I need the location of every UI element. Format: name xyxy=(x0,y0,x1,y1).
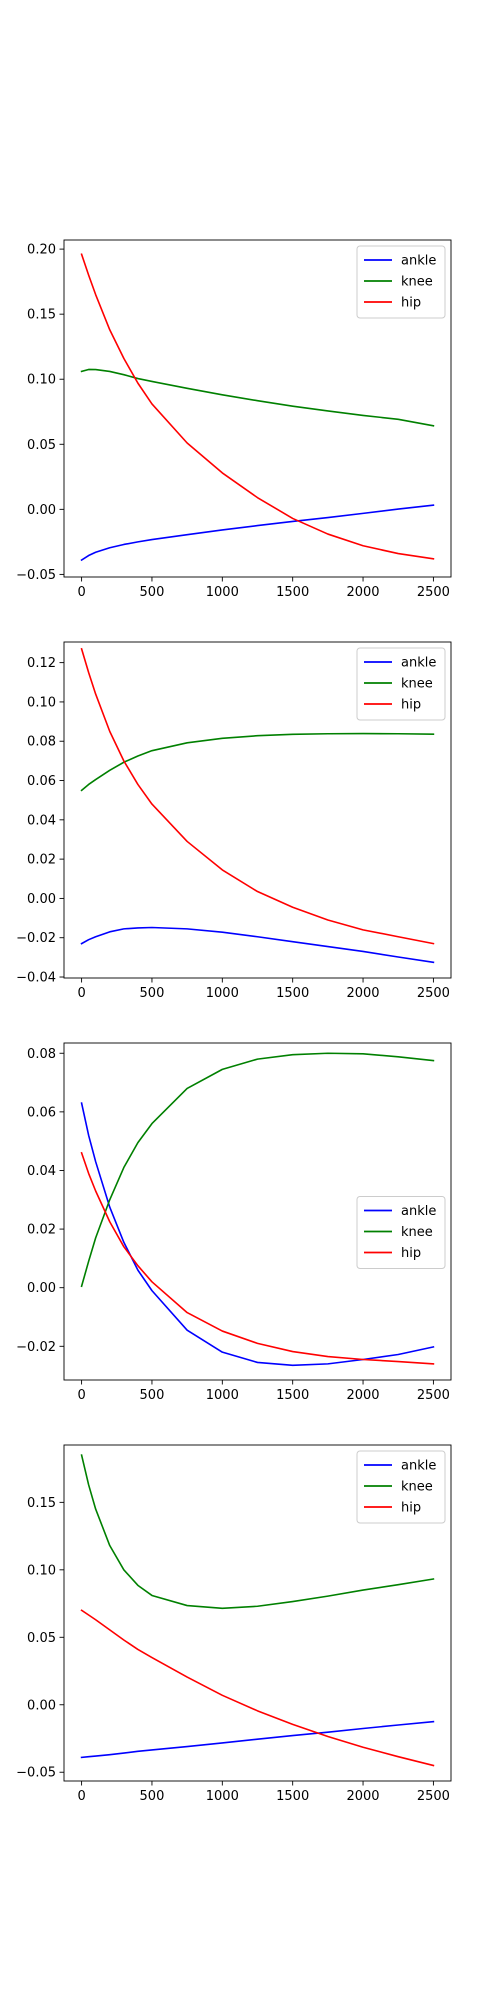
y-tick-label: 0.10 xyxy=(27,695,56,710)
legend-label-hip: hip xyxy=(401,1501,421,1516)
y-tick-label: 0.04 xyxy=(27,813,56,828)
axes-frame xyxy=(63,1042,452,1381)
legend-label-hip: hip xyxy=(401,698,421,713)
y-tick-label: 0.15 xyxy=(27,308,56,323)
y-tick-label: 0.00 xyxy=(27,892,56,907)
legend-box xyxy=(356,1196,446,1269)
chart-panel-1: 0 500 1000 1500 2000 2500 −0.05 0.00 0.05 0.10 0.1… xyxy=(16,239,452,600)
x-tick-label: 1000 xyxy=(206,986,239,1001)
legend-label-knee: knee xyxy=(401,677,433,692)
series-line-hip xyxy=(80,647,435,945)
series-line-hip xyxy=(80,253,435,560)
x-tick-label: 1000 xyxy=(206,1388,239,1403)
y-tick-label: 0.15 xyxy=(27,1496,56,1511)
y-tick-label: 0.12 xyxy=(27,656,56,671)
y-tick-label: 0.02 xyxy=(27,1223,56,1238)
y-tick-label: 0.08 xyxy=(27,1047,56,1062)
x-tick-label: 2500 xyxy=(417,1789,450,1804)
series-line-ankle xyxy=(80,926,435,964)
x-tick-label: 500 xyxy=(140,585,165,600)
legend-label-ankle: ankle xyxy=(401,656,436,671)
y-tick-label: 0.02 xyxy=(27,853,56,868)
legend-label-knee: knee xyxy=(401,1480,433,1495)
series-line-knee xyxy=(80,1052,435,1288)
y-tick-label: 0.10 xyxy=(27,1563,56,1578)
x-tick-label: 0 xyxy=(77,986,85,1001)
y-tick-label: 0.10 xyxy=(27,373,56,388)
legend-label-ankle: ankle xyxy=(401,1459,436,1474)
axes-frame xyxy=(63,1444,452,1782)
x-tick-label: 1000 xyxy=(206,585,239,600)
axes-frame xyxy=(63,641,452,979)
series-line-hip xyxy=(80,1609,435,1767)
x-tick-label: 1500 xyxy=(276,585,309,600)
y-tick-label: −0.05 xyxy=(16,568,56,583)
legend-label-hip: hip xyxy=(401,296,421,311)
x-tick-label: 1500 xyxy=(276,1388,309,1403)
legend-box xyxy=(356,1450,446,1524)
x-tick-label: 500 xyxy=(140,1388,165,1403)
axes-frame xyxy=(63,239,452,578)
y-tick-label: 0.20 xyxy=(27,243,56,258)
x-tick-label: 1000 xyxy=(206,1789,239,1804)
y-tick-label: −0.04 xyxy=(16,971,56,986)
legend: ankle knee hip xyxy=(356,245,446,319)
x-tick-label: 2500 xyxy=(417,1388,450,1403)
x-tick-label: 2000 xyxy=(346,1789,379,1804)
chart-panel-3: 0 500 1000 1500 2000 2500 −0.02 0.00 0.02 0.04 0.0… xyxy=(16,1042,452,1403)
chart-panel-2: 0 500 1000 1500 2000 2500 −0.04 −0.02 0.00 0.02 0.… xyxy=(16,641,452,1001)
legend-label-ankle: ankle xyxy=(401,1204,436,1219)
series-line-hip xyxy=(80,1151,435,1365)
x-tick-label: 2500 xyxy=(417,585,450,600)
x-tick-label: 0 xyxy=(77,1789,85,1804)
legend-label-knee: knee xyxy=(401,1225,433,1240)
x-tick-label: 0 xyxy=(77,585,85,600)
y-tick-label: −0.05 xyxy=(16,1766,56,1781)
y-tick-label: 0.00 xyxy=(27,1698,56,1713)
y-tick-label: 0.00 xyxy=(27,1281,56,1296)
x-tick-label: 2000 xyxy=(346,1388,379,1403)
series-line-knee xyxy=(80,368,435,427)
legend-label-knee: knee xyxy=(401,275,433,290)
series-line-knee xyxy=(80,732,435,792)
x-tick-label: 1500 xyxy=(276,1789,309,1804)
legend: ankle knee hip xyxy=(356,1196,446,1269)
x-tick-label: 2000 xyxy=(346,585,379,600)
series-line-knee xyxy=(80,1454,435,1610)
y-tick-label: −0.02 xyxy=(16,1340,56,1355)
y-tick-label: 0.06 xyxy=(27,1105,56,1120)
legend-box xyxy=(356,245,446,319)
legend: ankle knee hip xyxy=(356,1450,446,1524)
y-tick-label: 0.05 xyxy=(27,438,56,453)
y-tick-label: 0.00 xyxy=(27,503,56,518)
x-tick-label: 0 xyxy=(77,1388,85,1403)
series-line-ankle xyxy=(80,1720,435,1759)
chart-panel-4: 0 500 1000 1500 2000 2500 −0.05 0.00 0.05 0.10 0.1… xyxy=(16,1444,452,1804)
x-tick-label: 500 xyxy=(140,1789,165,1804)
y-tick-label: −0.02 xyxy=(16,931,56,946)
x-tick-label: 2000 xyxy=(346,986,379,1001)
legend-label-hip: hip xyxy=(401,1246,421,1261)
series-line-ankle xyxy=(80,504,435,562)
y-tick-label: 0.08 xyxy=(27,735,56,750)
legend-box xyxy=(356,647,446,721)
legend-label-ankle: ankle xyxy=(401,254,436,269)
y-tick-label: 0.06 xyxy=(27,774,56,789)
y-tick-label: 0.04 xyxy=(27,1164,56,1179)
x-tick-label: 2500 xyxy=(417,986,450,1001)
y-tick-label: 0.05 xyxy=(27,1631,56,1646)
legend: ankle knee hip xyxy=(356,647,446,721)
x-tick-label: 500 xyxy=(140,986,165,1001)
series-line-ankle xyxy=(80,1102,435,1367)
x-tick-label: 1500 xyxy=(276,986,309,1001)
